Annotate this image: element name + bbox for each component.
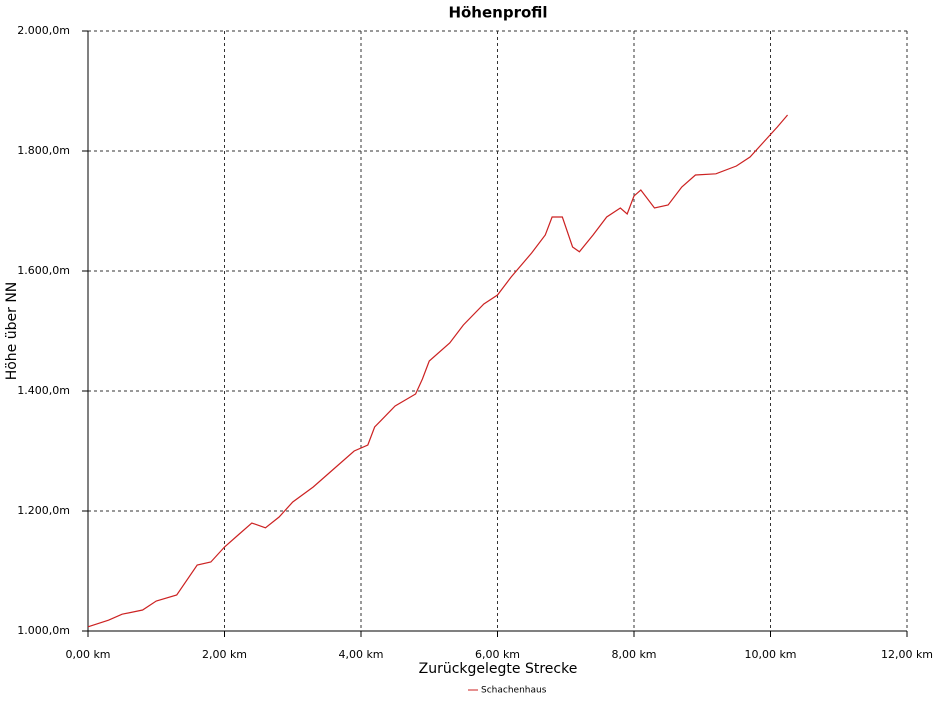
- y-tick-label: 1.800,0m: [17, 144, 70, 157]
- chart-title: Höhenprofil: [448, 4, 547, 22]
- x-tick-label: 6,00 km: [475, 648, 520, 661]
- y-tick-label: 1.400,0m: [17, 384, 70, 397]
- x-tick-label: 2,00 km: [202, 648, 247, 661]
- y-tick-label: 1.000,0m: [17, 624, 70, 637]
- line: [87, 114, 789, 628]
- x-tick-label: 0,00 km: [65, 648, 110, 661]
- x-tick-label: 8,00 km: [611, 648, 656, 661]
- y-tick-label: 1.200,0m: [17, 504, 70, 517]
- x-tick-label: 4,00 km: [338, 648, 383, 661]
- y-tick-label: 2.000,0m: [17, 24, 70, 37]
- legend-label: Schachenhaus: [481, 686, 547, 696]
- y-tick-label: 1.600,0m: [17, 264, 70, 277]
- x-tick-label: 10,00 km: [744, 648, 796, 661]
- x-tick-label: 12,00 km: [881, 648, 933, 661]
- x-axis-label: Zurückgelegte Strecke: [419, 661, 578, 677]
- y-axis-label: Höhe über NN: [4, 282, 20, 381]
